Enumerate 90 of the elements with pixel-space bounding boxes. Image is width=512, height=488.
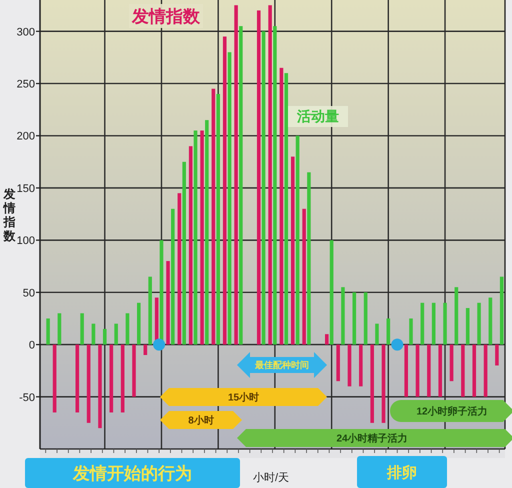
bar	[126, 313, 130, 345]
y-tick-label: 300	[16, 26, 35, 38]
bar	[178, 193, 182, 345]
bar	[432, 302, 436, 345]
bar	[58, 313, 62, 345]
bar	[222, 36, 227, 345]
bar	[386, 318, 390, 345]
bar	[256, 10, 261, 345]
bar	[409, 318, 413, 345]
bar	[427, 344, 431, 397]
bar	[443, 302, 447, 345]
bar	[484, 344, 488, 397]
y-axis-title: 发情指数	[2, 187, 16, 243]
bar	[182, 162, 186, 345]
series-label: 活动量	[296, 108, 339, 124]
bar	[325, 334, 329, 345]
bar	[307, 172, 311, 345]
bar	[102, 328, 107, 345]
bar	[336, 344, 340, 382]
bar	[370, 344, 374, 423]
bar	[200, 130, 204, 345]
bar	[148, 276, 152, 345]
bar	[359, 344, 363, 386]
bar	[144, 344, 148, 356]
bar	[450, 344, 454, 382]
x-axis-title: 小时/天	[252, 471, 290, 484]
bar	[488, 298, 492, 345]
bar	[166, 261, 170, 345]
bar	[110, 344, 114, 412]
bar	[382, 344, 386, 423]
series-label: 发情指数	[131, 7, 201, 26]
y-tick-label: 150	[16, 182, 35, 195]
bar	[330, 240, 334, 345]
annotation: 12小时卵子活力	[416, 406, 488, 418]
bar	[290, 156, 295, 345]
annotation: 24小时精子活力	[336, 432, 408, 445]
bar	[114, 324, 118, 345]
bar	[352, 292, 356, 345]
bar	[86, 344, 90, 423]
bar	[438, 344, 442, 397]
bar	[239, 26, 243, 345]
bar	[212, 88, 216, 345]
bar	[375, 324, 379, 345]
bar	[461, 344, 465, 397]
bar	[228, 52, 232, 345]
bar	[132, 344, 136, 397]
bar	[404, 344, 408, 397]
bar	[416, 344, 420, 397]
annotation: 15小时	[228, 392, 260, 404]
bar	[46, 318, 50, 345]
bar	[302, 208, 306, 345]
y-tick-label: 200	[16, 130, 35, 143]
bar	[205, 120, 209, 345]
y-tick-label: -50	[19, 392, 35, 404]
bar	[98, 344, 102, 428]
bar	[472, 344, 476, 397]
bar	[477, 302, 481, 345]
annotation: 8小时	[188, 414, 214, 427]
bar	[364, 292, 368, 345]
bar	[80, 313, 84, 345]
bar	[495, 344, 499, 366]
bar	[234, 5, 238, 345]
bar	[75, 344, 80, 412]
bar	[296, 136, 300, 345]
y-tick-label: 250	[16, 78, 35, 91]
bar	[280, 68, 284, 345]
bar	[273, 26, 277, 345]
bar	[341, 287, 345, 345]
bar	[216, 94, 220, 345]
bar	[171, 208, 175, 345]
bar	[262, 31, 266, 345]
y-tick-label: 50	[22, 287, 35, 300]
bar	[348, 344, 352, 386]
bar	[92, 324, 96, 345]
bar	[137, 302, 141, 345]
text: 排卵	[386, 464, 417, 482]
bar	[454, 287, 458, 345]
bar	[188, 146, 193, 345]
bar	[500, 276, 504, 345]
y-tick-label: 0	[28, 340, 35, 352]
bar	[120, 344, 124, 412]
bar	[52, 344, 56, 412]
bar	[284, 73, 288, 345]
text: 发情开始的行为	[72, 464, 192, 484]
bar	[466, 308, 470, 345]
y-tick-label: 100	[16, 235, 35, 248]
bar	[194, 130, 198, 345]
bar	[420, 302, 424, 345]
bar	[268, 5, 272, 345]
annotation: 最佳配种时间	[254, 360, 309, 370]
